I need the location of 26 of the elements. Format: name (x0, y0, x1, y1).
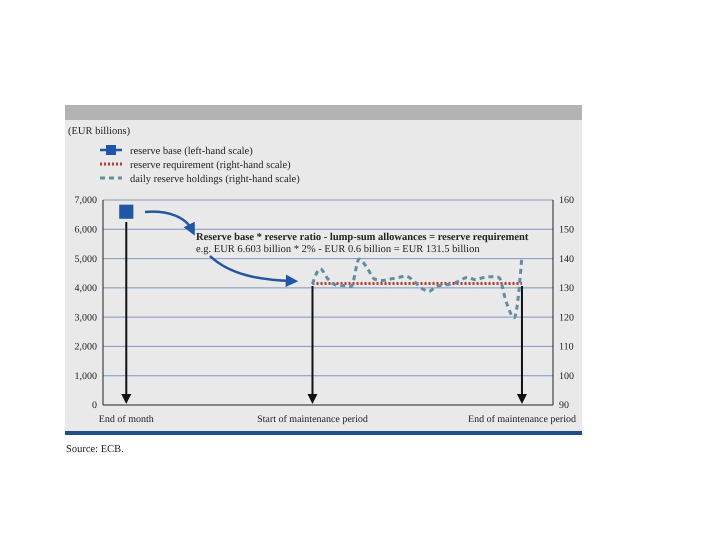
y2-tick-label: 150 (559, 224, 574, 236)
y2-tick-label: 140 (559, 254, 574, 265)
legend-label: reserve base (left-hand scale) (130, 146, 254, 157)
y-tick-label: 6,000 (74, 224, 97, 236)
y-tick-label: 3,000 (74, 312, 97, 324)
x-tick-label: End of month (98, 414, 154, 426)
text: (EUR billions) (68, 126, 131, 137)
y-tick-label: 5,000 (74, 254, 97, 265)
y2-tick-label: 160 (559, 195, 574, 206)
y-tick-label: 0 (92, 400, 97, 412)
y2-tick-label: 130 (559, 283, 574, 294)
y2-tick-label: 90 (559, 400, 569, 412)
y-tick-label: 7,000 (74, 195, 97, 206)
y-tick-label: 1,000 (74, 370, 97, 382)
x-tick-label: End of maintenance period (468, 414, 576, 426)
legend-label: daily reserve holdings (right-hand scale) (130, 174, 300, 185)
y-tick-label: 2,000 (74, 342, 97, 353)
y-tick-label: 4,000 (74, 283, 97, 294)
legend-label: reserve requirement (right-hand scale) (130, 160, 292, 171)
annotation: Reserve base * reserve ratio - lump-sum allowances = reserve requirement (196, 232, 529, 243)
annotation: e.g. EUR 6.603 billion * 2% - EUR 0.6 billion = EUR 131.5 billion (196, 244, 480, 255)
x-tick-label: Start of maintenance period (257, 414, 368, 426)
y2-tick-label: 120 (559, 312, 574, 324)
y2-tick-label: 100 (559, 370, 574, 382)
y2-tick-label: 110 (559, 342, 574, 353)
source-note: Source: ECB. (66, 444, 124, 455)
